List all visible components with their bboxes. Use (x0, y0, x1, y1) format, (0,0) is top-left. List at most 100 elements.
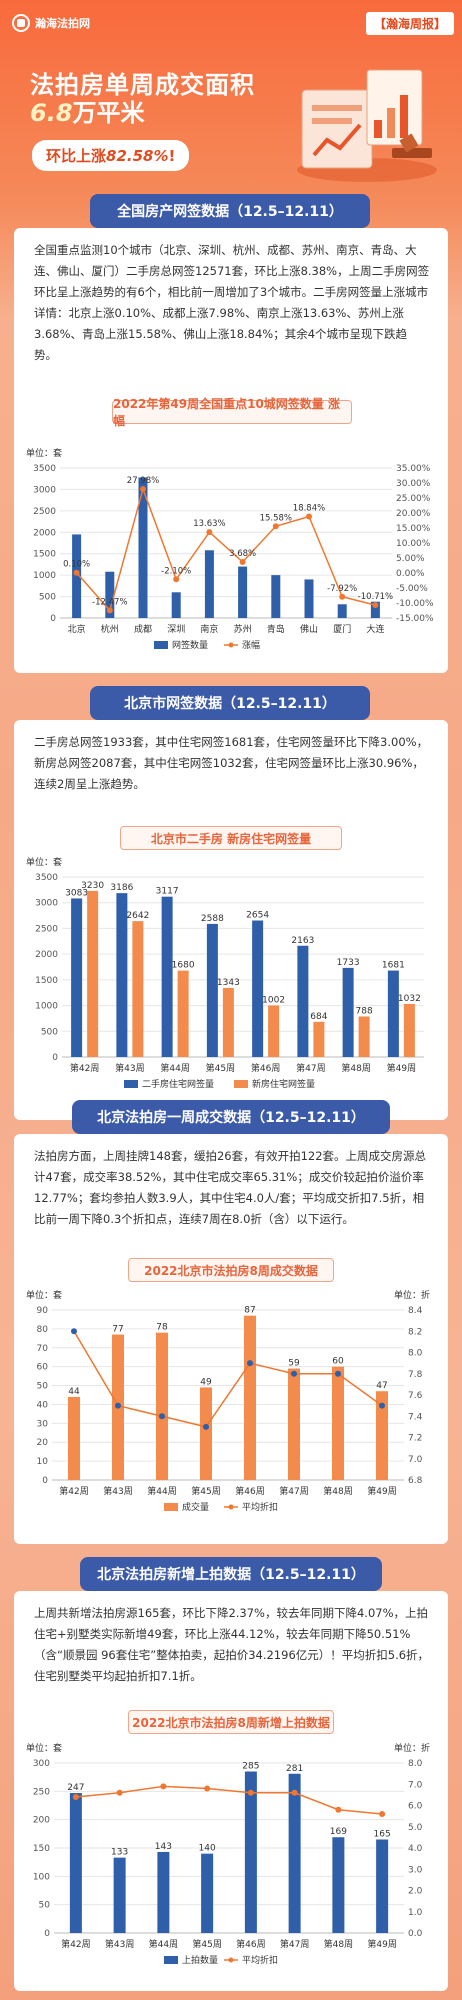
headline-line1: 法拍房单周成交面积 (30, 71, 255, 99)
x-tick-label: 第44周 (160, 1062, 189, 1074)
line-point (247, 1789, 254, 1796)
bar-成交量 (244, 1315, 256, 1480)
bar-上拍数量 (201, 1853, 214, 1933)
bar-value-label: 1733 (337, 958, 360, 968)
bar-value-label: 140 (199, 1844, 216, 1854)
legend-label: 新房住宅网签量 (252, 1078, 315, 1090)
y2-tick-label: 7.0 (408, 1780, 423, 1790)
y-tick-label: 0 (44, 1929, 50, 1939)
y2-axis-label: 单位：折 (394, 1289, 430, 1301)
y-axis-label: 单位：套 (26, 1289, 62, 1301)
y2-tick-label: 5.0 (408, 1823, 423, 1833)
chart-title-beijing: 北京市二手房 新房住宅网签量 (120, 826, 342, 850)
x-tick-label: 第47周 (280, 1938, 309, 1950)
bar-二手房住宅网签量 (161, 896, 173, 1057)
paragraph-national: 全国重点监测10个城市（北京、深圳、杭州、成都、苏州、南京、青岛、大连、佛山、厦… (34, 243, 430, 362)
bar-新房住宅网签量 (87, 890, 99, 1057)
ratio-prefix: 环比上涨 (46, 147, 107, 165)
bar-新房住宅网签量 (177, 970, 189, 1057)
line-平均折扣 (75, 1785, 383, 1815)
bar-value-label: 59 (288, 1359, 300, 1369)
bar-value-label: 143 (155, 1842, 172, 1852)
line-point (140, 486, 146, 493)
legend-label: 平均折扣 (242, 1954, 278, 1966)
bar-二手房住宅网签量 (342, 967, 354, 1057)
line-value-label: -10.71% (358, 592, 393, 602)
bar-网签数量 (238, 566, 248, 618)
x-tick-label: 第47周 (279, 1485, 308, 1497)
bar-二手房住宅网签量 (206, 923, 218, 1057)
y-tick-label: 2500 (35, 924, 58, 934)
line-value-label: -12.47% (92, 597, 127, 607)
bar-value-label: 1002 (262, 995, 285, 1005)
x-tick-label: 第45周 (191, 1485, 220, 1497)
line-point (372, 602, 379, 609)
x-tick-label: 佛山 (300, 623, 318, 635)
y2-tick-label: 4.0 (408, 1844, 423, 1854)
bar-成交量 (376, 1391, 388, 1480)
line-value-label: 13.63% (193, 519, 225, 529)
bar-新房住宅网签量 (358, 1016, 370, 1057)
bar-value-label: 47 (376, 1381, 387, 1391)
chart-beijing: 单位：套 0 500 1000 1500 2000 2500 3000 3500 第42周 第43周… (26, 856, 424, 1090)
bar-value-label: 1680 (172, 961, 195, 971)
bar-网签数量 (271, 575, 281, 618)
chart-title-national: 2022年第49周全国重点10城网签数量 涨幅 (112, 397, 352, 428)
x-tick-label: 第49周 (387, 1062, 416, 1074)
y-tick-label: 200 (33, 1816, 50, 1826)
y-tick-label: 10 (37, 1457, 49, 1467)
line-point (291, 1789, 298, 1796)
y2-tick-label: -10.00% (396, 599, 434, 609)
line-point (379, 1811, 386, 1817)
x-tick-label: 北京 (68, 623, 86, 635)
y-tick-label: 80 (37, 1325, 49, 1335)
x-tick-label: 第48周 (323, 1485, 352, 1497)
line-value-label: 0.10% (63, 560, 90, 570)
legend-label: 成交量 (182, 1501, 209, 1513)
line-value-label: -7.92% (327, 584, 357, 594)
y-tick-label: 40 (37, 1400, 49, 1410)
bar-网签数量 (105, 571, 115, 618)
line-point (73, 569, 80, 576)
bar-上拍数量 (376, 1839, 389, 1933)
chart-national: 单位：套 0 500 1000 1500 2000 2500 3000 3500 -15.00% -… (26, 447, 434, 651)
bar-value-label: 247 (67, 1783, 84, 1793)
y-tick-label: 1500 (33, 550, 56, 560)
bar-value-label: 60 (332, 1357, 344, 1367)
bar-value-label: 281 (286, 1764, 303, 1774)
line-涨幅 (76, 486, 376, 612)
headline-line2: 6.8万平米 (30, 98, 145, 128)
y-tick-label: 250 (33, 1787, 50, 1797)
x-tick-label: 第47周 (296, 1062, 325, 1074)
bar-value-label: 788 (356, 1006, 373, 1016)
y2-tick-label: -5.00% (396, 584, 428, 594)
y2-axis-label: 单位：折 (394, 1742, 430, 1754)
x-tick-label: 第49周 (367, 1485, 396, 1497)
y2-tick-label: 3.0 (408, 1865, 423, 1875)
bar-网签数量 (304, 579, 314, 618)
headline-number: 6.8 (30, 99, 73, 127)
paragraph-beijing: 二手房总网签1933套，其中住宅网签1681套，住宅网签量环比下降3.00%，新… (34, 735, 429, 791)
y2-tick-label: 0.0 (408, 1929, 423, 1939)
brand-logo: 瀚海法拍网 (12, 14, 90, 32)
line-value-label: 27.98% (127, 476, 159, 486)
line-point (335, 1806, 342, 1813)
y-tick-label: 3000 (33, 485, 56, 495)
bar-value-label: 2642 (126, 911, 149, 921)
logo-icon (12, 14, 30, 32)
y2-tick-label: 5.00% (396, 554, 425, 564)
y-tick-label: 100 (33, 1872, 50, 1882)
bar-网签数量 (370, 601, 380, 618)
legend-label: 平均折扣 (242, 1501, 278, 1513)
legend-line-dot (228, 642, 234, 648)
line-point (159, 1413, 165, 1420)
y-tick-label: 500 (39, 593, 56, 603)
ratio-suffix: ! (168, 147, 176, 165)
y2-tick-label: 6.0 (408, 1802, 423, 1812)
y-tick-label: 2000 (35, 950, 58, 960)
y-tick-label: 50 (39, 1901, 51, 1911)
y-tick-label: 0 (42, 1476, 48, 1486)
legend-bar-swatch (164, 1503, 178, 1511)
bar-value-label: 285 (242, 1762, 259, 1772)
x-tick-label: 第49周 (367, 1938, 396, 1950)
